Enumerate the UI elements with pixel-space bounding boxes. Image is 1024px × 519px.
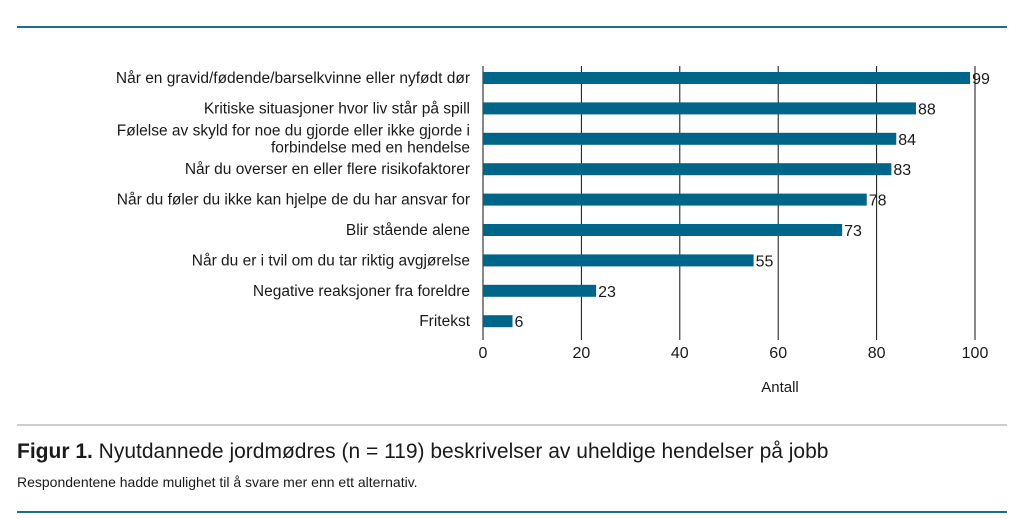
bar	[483, 72, 971, 84]
bar-chart: 0 20 40 60 80 100 Antall 99 Når en gravid/fødend…	[116, 66, 990, 396]
data-label: 78	[869, 193, 887, 210]
data-label: 6	[515, 314, 524, 331]
data-label: 99	[972, 71, 990, 88]
category-label: forbindelse med en hendelse	[271, 139, 470, 156]
category-label: Kritiske situasjoner hvor liv står på sp…	[204, 100, 470, 117]
x-tick-label: 40	[671, 345, 689, 362]
category-label: Følelse av skyld for noe du gjorde eller…	[117, 122, 470, 139]
data-label: 73	[844, 223, 862, 240]
category-label: Blir stående alene	[346, 222, 470, 239]
x-tick-label: 0	[479, 345, 488, 362]
caption-note: Respondentene hadde mulighet til å svare…	[17, 474, 418, 490]
x-tick-label: 80	[868, 345, 886, 362]
category-label: Når en gravid/fødende/barselkvinne eller…	[116, 70, 470, 87]
category-label: Når du overser en eller flere risikofakt…	[185, 161, 470, 178]
data-label: 84	[898, 132, 916, 149]
category-label: Fritekst	[419, 313, 471, 330]
data-label: 83	[893, 162, 911, 179]
top-rule	[17, 26, 1007, 28]
x-tick-label: 20	[573, 345, 591, 362]
divider	[17, 424, 1007, 426]
x-tick-label: 100	[962, 345, 989, 362]
bar	[483, 254, 754, 267]
caption-label: Figur 1.	[17, 440, 93, 463]
bar	[483, 132, 897, 145]
bar	[483, 315, 513, 328]
data-label: 88	[918, 101, 936, 118]
data-label: 55	[756, 253, 774, 270]
category-label: Når du er i tvil om du tar riktig avgjør…	[192, 252, 470, 269]
bar	[483, 163, 892, 176]
figure-caption: Figur 1. Nyutdannede jordmødres (n = 119…	[17, 440, 828, 464]
bar	[483, 284, 597, 297]
bar	[483, 193, 867, 206]
data-label: 23	[598, 284, 616, 301]
x-axis-label: Antall	[761, 379, 799, 396]
caption-text: Nyutdannede jordmødres (n = 119) beskriv…	[92, 440, 829, 463]
category-label: Negative reaksjoner fra foreldre	[253, 283, 470, 300]
bottom-rule	[17, 511, 1007, 513]
x-tick-label: 60	[769, 345, 787, 362]
bar	[483, 224, 843, 236]
category-label: Når du føler du ikke kan hjelpe de du ha…	[117, 192, 470, 209]
bar	[483, 102, 916, 115]
